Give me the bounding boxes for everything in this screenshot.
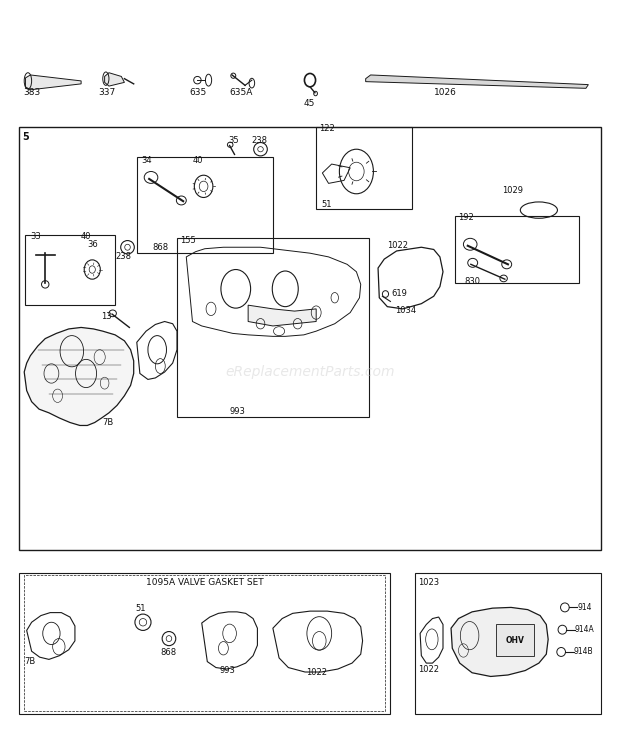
Text: 40: 40: [81, 232, 92, 241]
Text: 619: 619: [392, 289, 407, 298]
Bar: [19, 572, 391, 713]
Text: 1026: 1026: [434, 89, 456, 97]
Polygon shape: [25, 75, 81, 90]
Text: 36: 36: [87, 240, 98, 248]
Text: 51: 51: [321, 200, 332, 209]
Text: 13: 13: [101, 312, 112, 321]
Text: 337: 337: [99, 89, 116, 97]
Text: 914: 914: [577, 603, 591, 612]
Bar: [137, 157, 273, 253]
Bar: [455, 216, 579, 283]
Polygon shape: [451, 607, 548, 676]
Text: 34: 34: [142, 155, 153, 165]
Polygon shape: [366, 75, 588, 89]
Text: 1095A VALVE GASKET SET: 1095A VALVE GASKET SET: [146, 577, 264, 587]
Bar: [316, 127, 412, 208]
Text: 1022: 1022: [306, 668, 327, 677]
Polygon shape: [248, 305, 316, 326]
Text: 7B: 7B: [103, 418, 114, 427]
Text: 35: 35: [228, 136, 239, 145]
Bar: [19, 127, 601, 551]
Text: 914A: 914A: [575, 625, 595, 634]
Text: 1023: 1023: [418, 577, 440, 587]
Bar: [177, 238, 369, 417]
Polygon shape: [105, 73, 125, 86]
Text: 635A: 635A: [229, 89, 252, 97]
Text: 1029: 1029: [502, 185, 523, 195]
Text: 830: 830: [464, 277, 480, 286]
Text: 868: 868: [153, 243, 169, 251]
Text: 868: 868: [161, 648, 177, 657]
Text: 635: 635: [189, 89, 206, 97]
Text: 1034: 1034: [396, 306, 417, 315]
Text: OHV: OHV: [505, 636, 524, 645]
Text: 383: 383: [23, 89, 40, 97]
Bar: [24, 575, 386, 711]
Polygon shape: [24, 327, 134, 426]
Text: 155: 155: [180, 236, 196, 245]
Text: 51: 51: [136, 603, 146, 612]
Text: 45: 45: [304, 99, 315, 108]
Bar: [495, 624, 534, 655]
Bar: [25, 234, 115, 305]
Text: 993: 993: [229, 407, 246, 416]
Text: 7B: 7B: [24, 657, 35, 666]
Text: 122: 122: [319, 124, 334, 133]
Text: 238: 238: [251, 136, 267, 145]
Bar: [415, 572, 601, 713]
Text: 914B: 914B: [574, 647, 593, 656]
Text: 238: 238: [115, 252, 131, 261]
Text: 33: 33: [30, 232, 41, 241]
Text: 1022: 1022: [418, 664, 438, 673]
Text: 40: 40: [192, 155, 203, 165]
Text: eReplacementParts.com: eReplacementParts.com: [225, 365, 395, 379]
Text: 1022: 1022: [388, 241, 409, 250]
Text: 192: 192: [458, 213, 474, 222]
Text: 5: 5: [22, 132, 29, 141]
Text: 993: 993: [219, 666, 235, 675]
